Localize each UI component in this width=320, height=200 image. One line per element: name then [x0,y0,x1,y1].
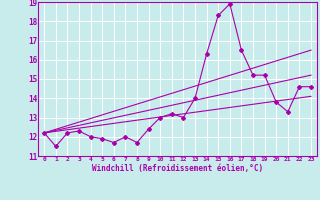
X-axis label: Windchill (Refroidissement éolien,°C): Windchill (Refroidissement éolien,°C) [92,164,263,173]
